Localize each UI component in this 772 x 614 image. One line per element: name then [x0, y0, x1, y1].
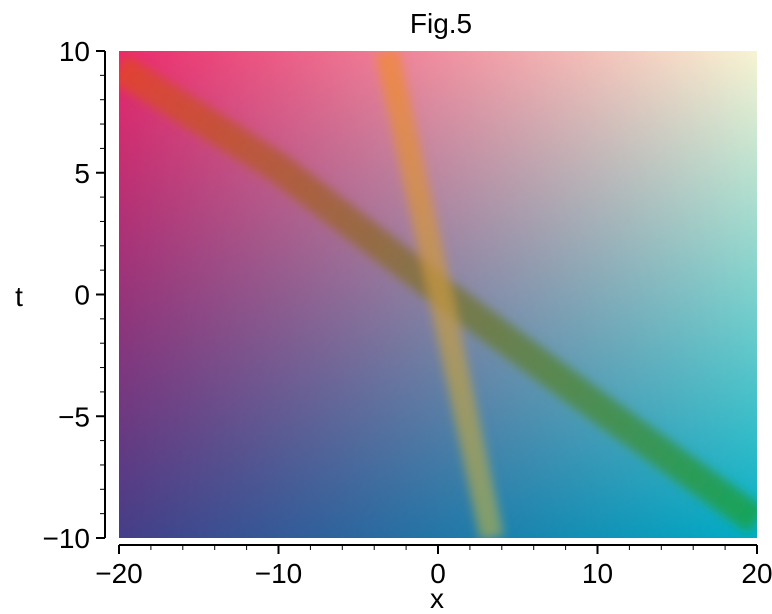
x-tick-label: −20: [95, 558, 143, 589]
bands-layer: [119, 51, 757, 538]
x-tick-label: 0: [430, 558, 446, 589]
heatmap-area: [119, 51, 757, 538]
y-tick-label: 0: [74, 280, 90, 311]
x-tick-label: 10: [582, 558, 613, 589]
x-tick-label: −10: [255, 558, 303, 589]
y-tick-label: −5: [58, 401, 90, 432]
chart-title: Fig.5: [410, 8, 472, 39]
y-tick-label: 10: [59, 36, 90, 67]
y-axis-label: t: [15, 281, 23, 312]
x-tick-label: 20: [741, 558, 772, 589]
x-axis-label: x: [430, 583, 444, 614]
y-tick-label: 5: [74, 158, 90, 189]
y-tick-label: −10: [43, 523, 91, 554]
band-2: [375, 51, 504, 538]
